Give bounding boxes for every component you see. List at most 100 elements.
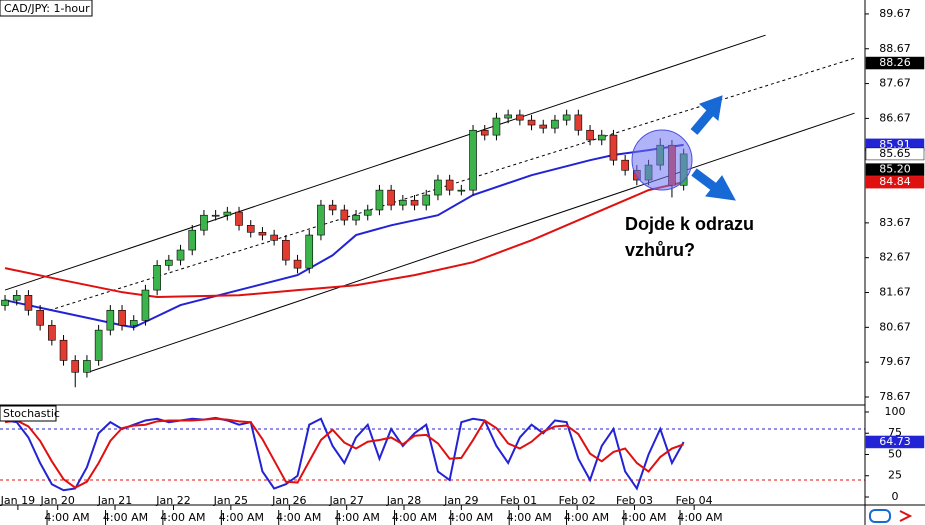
candle-body xyxy=(586,129,594,141)
price-badge xyxy=(865,163,925,176)
x-minor-tick-label: 4:00 AM xyxy=(677,511,722,524)
price-badge-label: 64.73 xyxy=(879,435,911,448)
candle-body xyxy=(399,199,407,206)
candle-body xyxy=(282,239,290,261)
y-tick-label: 88.67 xyxy=(879,42,911,55)
candle-body xyxy=(492,117,501,136)
candle-body xyxy=(83,360,91,373)
scroll-icon[interactable] xyxy=(899,510,913,522)
x-minor-tick-label: 4:00 AM xyxy=(160,511,205,524)
arrow-up-head xyxy=(699,95,723,121)
price-badge xyxy=(865,175,925,189)
candle-body xyxy=(258,231,267,236)
candle-body xyxy=(469,129,477,191)
x-tick-label: Jan 29 xyxy=(443,494,478,507)
x-tick-label: Jan 19 xyxy=(0,494,35,507)
price-badge-label: 88.26 xyxy=(879,56,911,69)
title-box xyxy=(0,0,93,17)
candle-body xyxy=(188,229,197,251)
series-line xyxy=(4,417,684,489)
candle-body xyxy=(106,309,115,331)
channel-line xyxy=(4,34,766,291)
candle-body xyxy=(516,114,524,121)
candle-body xyxy=(94,329,103,361)
x-minor-tick-label: 4:00 AM xyxy=(507,511,552,524)
price-badge-label: 84.84 xyxy=(879,175,911,188)
candle-body xyxy=(597,134,606,141)
x-tick-label: Jan 28 xyxy=(386,494,421,507)
price-badge xyxy=(865,56,925,70)
x-minor-tick-label: 4:00 AM xyxy=(276,511,321,524)
candle-body xyxy=(457,189,466,192)
candle-body xyxy=(293,259,302,269)
arrows xyxy=(690,95,736,201)
candle-body xyxy=(153,265,161,291)
candle-body xyxy=(59,339,68,361)
arrow-down-head xyxy=(705,175,736,201)
x-tick-label: Feb 02 xyxy=(559,494,596,507)
y-tick-label: 78.67 xyxy=(879,390,911,403)
candle-body xyxy=(48,324,56,341)
candle-body xyxy=(270,234,278,241)
candle-body xyxy=(118,309,126,326)
x-tick-label: Jan 26 xyxy=(271,494,306,507)
x-tick-label: Feb 04 xyxy=(676,494,713,507)
x-minor-tick-label: 4:00 AM xyxy=(103,511,148,524)
candle-body xyxy=(176,249,185,261)
toolbar-icons xyxy=(869,509,913,523)
y-tick-label: 86.67 xyxy=(879,111,911,124)
candle-body xyxy=(621,159,629,171)
candle-body xyxy=(480,129,489,136)
annotation: Dojde k odrazu xyxy=(625,214,754,234)
y-tick-label: 87.67 xyxy=(879,77,911,90)
candle-body xyxy=(445,179,454,191)
price-badge xyxy=(865,435,925,449)
x-minor-tick-label: 4:00 AM xyxy=(335,511,380,524)
candle-body xyxy=(504,114,512,119)
candle-body xyxy=(609,134,618,161)
candle-body xyxy=(141,289,150,321)
candle-body xyxy=(363,209,372,216)
price-badge-label: 85.20 xyxy=(879,163,911,176)
candle-body xyxy=(12,295,21,301)
arrow-up xyxy=(690,110,714,135)
arrow-down xyxy=(691,168,717,191)
candle-body xyxy=(1,299,9,306)
x-minor-tick-label: 4:00 AM xyxy=(392,511,437,524)
candle-body xyxy=(211,214,220,217)
candle-body xyxy=(434,179,442,196)
candle-body xyxy=(387,189,395,206)
y-tick-label: 83.67 xyxy=(879,216,911,229)
link-icon[interactable] xyxy=(869,509,891,523)
candle-body xyxy=(71,360,80,373)
panel-label-box xyxy=(0,405,57,422)
plot-layer xyxy=(0,34,865,492)
x-minor-tick-label: 4:00 AM xyxy=(621,511,666,524)
candle-body xyxy=(246,225,255,233)
series-line xyxy=(4,181,684,299)
candle-body xyxy=(539,124,548,129)
candle-body xyxy=(375,189,384,211)
series-line xyxy=(4,416,685,492)
y-tick-label: 80.67 xyxy=(879,320,911,333)
candle-body xyxy=(223,211,232,216)
candle-body xyxy=(422,194,431,206)
x-tick-label: Feb 01 xyxy=(500,494,537,507)
x-minor-tick-label: 4:00 AM xyxy=(44,511,89,524)
y-tick-label: 50 xyxy=(888,447,902,460)
candle-body xyxy=(24,295,33,311)
channel-line xyxy=(87,112,855,373)
y-tick-label: 79.67 xyxy=(879,355,911,368)
panel-title: Stochastic xyxy=(3,407,60,420)
x-tick-label: Jan 22 xyxy=(155,494,190,507)
candle-body xyxy=(305,234,314,269)
y-tick-label: 81.67 xyxy=(879,286,911,299)
chart-title: CAD/JPY: 1-hour xyxy=(4,2,90,15)
candle-body xyxy=(410,199,419,206)
price-badge-label: 85.65 xyxy=(879,147,911,160)
candle-body xyxy=(36,309,44,326)
x-tick-label: Jan 27 xyxy=(328,494,363,507)
x-tick-label: Feb 03 xyxy=(616,494,653,507)
